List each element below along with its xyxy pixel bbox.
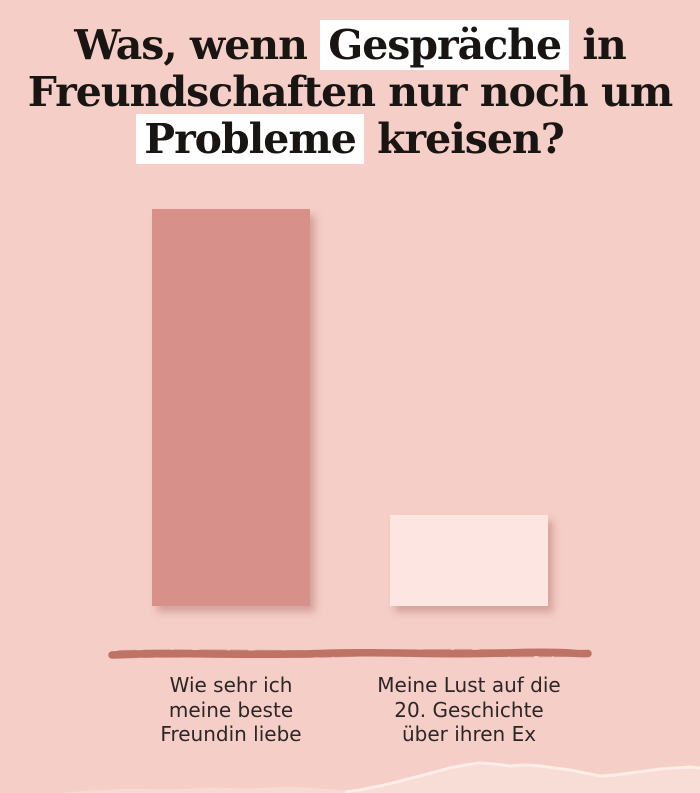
title-text: in bbox=[582, 21, 626, 69]
bar-label-line: Meine Lust auf die bbox=[377, 673, 561, 697]
title-highlight-probleme: Probleme bbox=[136, 114, 364, 164]
bar-label-line: meine beste bbox=[168, 697, 294, 722]
chart-title: Was, wenn Gespräche in Freundschaften nu… bbox=[0, 20, 700, 164]
bar-label-line: über ihren Ex bbox=[401, 722, 537, 746]
bar-label-right: Meine Lust auf die 20. Geschichte über i… bbox=[354, 673, 584, 747]
title-text: Freundschaften nur noch um bbox=[27, 68, 673, 116]
title-line-3: Probleme kreisen? bbox=[0, 114, 700, 164]
title-line-1: Was, wenn Gespräche in bbox=[0, 20, 700, 70]
bar-label-left: Wie sehr ich meine beste Freundin liebe bbox=[116, 673, 346, 747]
bar-love-for-best-friend bbox=[152, 209, 310, 606]
bar-label-line: 20. Geschichte bbox=[394, 697, 544, 722]
torn-paper-edge bbox=[60, 761, 700, 793]
bar-label-line: Freundin liebe bbox=[160, 722, 302, 746]
bar-label-line: Wie sehr ich bbox=[169, 673, 293, 697]
title-line-2: Freundschaften nur noch um bbox=[0, 69, 700, 116]
x-axis-line bbox=[108, 648, 592, 659]
bar-interest-in-ex-story bbox=[390, 515, 548, 606]
title-text: Was, wenn bbox=[74, 21, 308, 69]
title-highlight-gespraeche: Gespräche bbox=[320, 20, 570, 70]
title-text: kreisen? bbox=[377, 115, 565, 163]
